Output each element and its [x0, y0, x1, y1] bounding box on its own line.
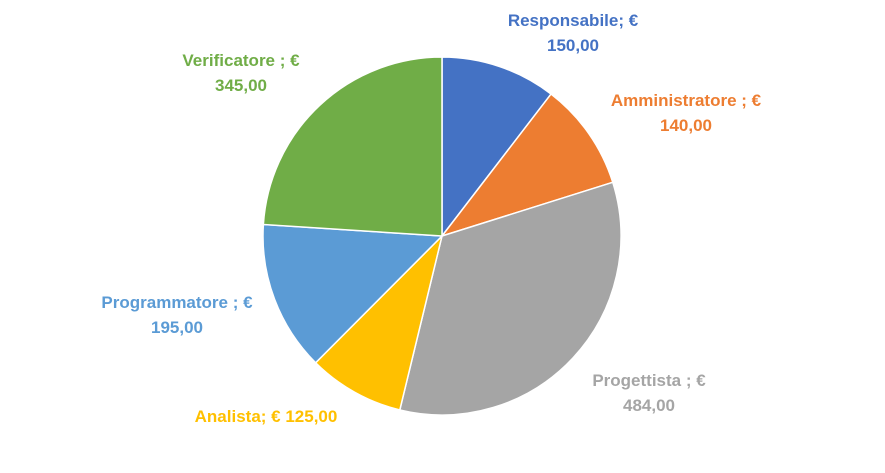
pie-slices [262, 56, 622, 416]
label-progettista-line2: 484,00 [623, 396, 675, 415]
label-programmatore: Programmatore ; € 195,00 [84, 290, 270, 340]
label-responsabile-line2: 150,00 [547, 36, 599, 55]
label-responsabile-line1: Responsabile; € [507, 11, 639, 30]
label-analista: Analista; € 125,00 [178, 404, 354, 429]
label-analista-line1: Analista; € 125,00 [194, 407, 338, 426]
label-verificatore-line1: Verificatore ; € [182, 51, 300, 70]
pie-slice-programmatore [262, 223, 444, 364]
label-responsabile: Responsabile; € 150,00 [498, 8, 648, 58]
label-amministratore-line1: Amministratore ; € [610, 91, 762, 110]
pie-slice-amministratore [439, 92, 614, 238]
pie-slice-progettista [398, 181, 622, 416]
label-amministratore-line2: 140,00 [660, 116, 712, 135]
label-verificatore: Verificatore ; € 345,00 [166, 48, 316, 98]
label-programmatore-line2: 195,00 [151, 318, 203, 337]
label-progettista: Progettista ; € 484,00 [574, 368, 724, 418]
label-programmatore-line1: Programmatore ; € [101, 293, 253, 312]
pie-slice-verificatore [262, 56, 443, 237]
pie-slice-analista [314, 233, 444, 411]
label-amministratore: Amministratore ; € 140,00 [598, 88, 774, 138]
pie-slice-responsabile [441, 56, 553, 239]
label-progettista-line1: Progettista ; € [592, 371, 706, 390]
label-verificatore-line2: 345,00 [215, 76, 267, 95]
